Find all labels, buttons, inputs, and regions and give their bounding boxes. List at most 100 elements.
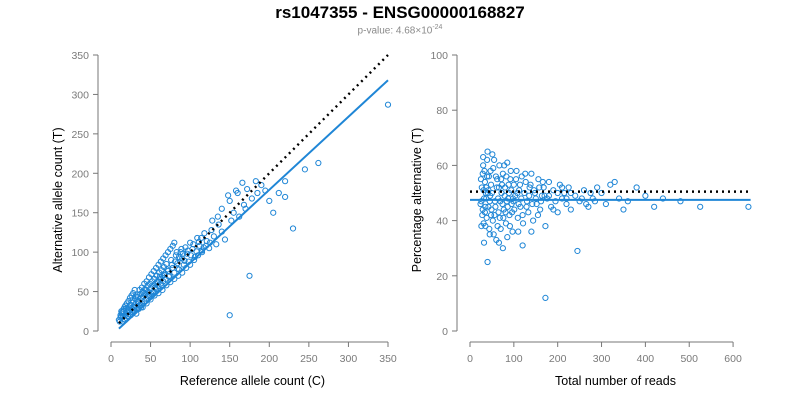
percent-data-point	[697, 203, 704, 210]
allele-data-point	[126, 301, 134, 309]
percent-data-point	[477, 200, 484, 208]
percent-data-point	[500, 214, 507, 221]
percent-data-point	[542, 223, 549, 230]
allele-data-point	[172, 252, 179, 259]
allele-data-point	[125, 297, 132, 305]
allele-data-point	[187, 239, 194, 246]
percent-data-point	[489, 151, 496, 158]
allele-y-tick-label: 300	[71, 89, 89, 101]
allele-data-point	[142, 286, 149, 294]
percent-data-point	[558, 184, 566, 191]
percent-data-point	[677, 198, 684, 205]
allele-data-point	[301, 166, 308, 173]
percent-x-tick-label: 0	[467, 353, 473, 365]
allele-data-point	[172, 258, 179, 265]
allele-data-point	[282, 178, 289, 185]
percent-data-point	[504, 234, 511, 241]
percent-data-point	[537, 206, 544, 213]
percent-data-point	[561, 189, 568, 197]
allele-y-tick-label: 50	[77, 287, 89, 299]
allele-data-point	[190, 241, 197, 248]
p-value-text: p-value: 4.68×10	[357, 25, 433, 37]
percent-data-point	[515, 228, 522, 235]
percent-data-point	[493, 184, 500, 191]
allele-data-point	[143, 300, 150, 307]
percent-data-point	[507, 167, 514, 175]
allele-data-point	[215, 221, 222, 228]
percent-data-point	[522, 170, 529, 177]
percent-y-tick-label: 60	[436, 160, 448, 172]
allele-data-point	[226, 312, 233, 319]
percent-x-tick-label: 600	[724, 353, 742, 365]
percent-data-point	[633, 184, 640, 191]
allele-data-point	[239, 179, 246, 186]
allele-data-point	[252, 178, 259, 185]
allele-data-point	[201, 230, 208, 237]
percent-data-point	[490, 231, 497, 238]
percent-data-point	[563, 200, 570, 208]
percent-data-point	[497, 198, 504, 205]
percent-data-point	[484, 156, 491, 163]
allele-data-point	[193, 248, 200, 255]
allele-data-point	[270, 209, 277, 216]
percent-data-point	[587, 189, 594, 197]
percent-data-point	[506, 223, 513, 230]
percent-data-point	[491, 211, 498, 219]
allele-y-tick-label: 350	[71, 50, 89, 62]
allele-data-point	[181, 257, 188, 264]
percent-data-point	[527, 181, 534, 188]
percent-data-point	[521, 189, 528, 197]
percent-data-point	[510, 181, 517, 188]
allele-data-point	[134, 291, 141, 298]
percent-data-point	[523, 203, 530, 210]
percent-data-point	[519, 220, 527, 227]
percent-x-axis-label: Total number of reads	[555, 374, 676, 388]
percent-data-point	[526, 192, 533, 199]
percent-data-point	[530, 217, 537, 224]
percent-data-point	[522, 178, 529, 186]
p-value-exponent: -24	[432, 24, 443, 31]
allele-y-tick-label: 200	[71, 168, 89, 180]
allele-data-point	[289, 225, 297, 232]
percent-y-tick-label: 100	[430, 50, 448, 62]
percent-data-point	[535, 176, 542, 183]
percent-data-point	[487, 211, 495, 219]
percent-x-tick-label: 200	[549, 353, 567, 365]
percent-data-point	[492, 203, 499, 210]
percent-y-tick-label: 0	[442, 326, 448, 338]
percent-data-point	[501, 162, 508, 169]
percent-data-point	[485, 173, 492, 180]
allele-data-point	[208, 226, 215, 234]
allele-data-point	[118, 308, 126, 316]
percent-x-tick-label: 400	[637, 353, 655, 365]
allele-data-point	[191, 256, 198, 264]
percent-data-point	[620, 206, 627, 213]
percent-data-point	[509, 228, 516, 235]
percent-y-tick-label: 40	[436, 216, 448, 228]
percent-data-point	[594, 184, 601, 191]
percent-data-point	[491, 156, 498, 163]
percent-data-point	[495, 239, 503, 246]
allele-data-point	[214, 213, 221, 220]
allele-data-point	[167, 279, 174, 286]
percent-data-point	[514, 189, 521, 197]
percent-data-point	[530, 187, 538, 194]
percent-data-point	[489, 217, 496, 224]
percent-data-point	[485, 187, 492, 194]
percent-data-point	[542, 294, 549, 301]
allele-x-tick-label: 250	[300, 353, 318, 365]
chart-title: rs1047355 - ENSG00000168827	[275, 3, 525, 22]
percent-data-point	[598, 189, 605, 197]
percent-data-point	[552, 198, 559, 205]
allele-data-point	[218, 205, 225, 212]
percent-data-point	[502, 209, 509, 216]
allele-data-point	[171, 239, 178, 246]
allele-data-point	[282, 193, 289, 201]
percent-data-point	[578, 195, 585, 202]
allele-y-tick-label: 100	[71, 247, 89, 259]
percent-data-point	[492, 173, 499, 180]
percent-data-point	[484, 173, 491, 180]
allele-data-point	[384, 101, 392, 108]
allele-data-point	[124, 306, 131, 313]
percent-y-tick-label: 80	[436, 105, 448, 117]
